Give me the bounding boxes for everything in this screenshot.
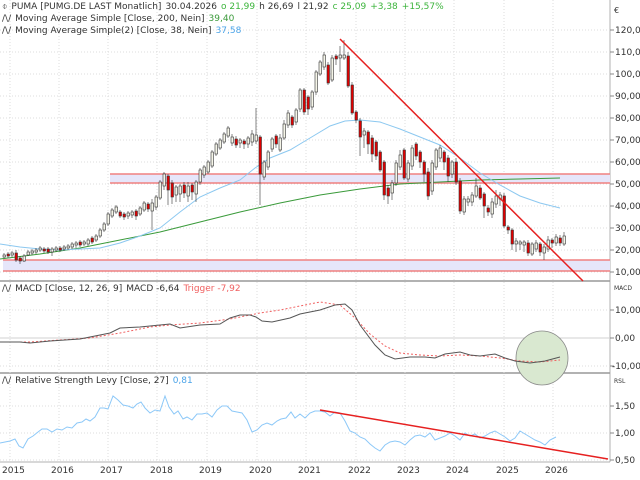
svg-text:10,00: 10,00: [615, 306, 640, 316]
x-tick: 2015: [2, 466, 25, 476]
x-tick: 2023: [397, 466, 420, 476]
rsl-value: 0,81: [172, 376, 193, 386]
price-downtrend-line[interactable]: [339, 38, 584, 282]
open-value: o 21,99: [220, 2, 256, 12]
macd-highlight-circle[interactable]: [515, 330, 569, 386]
ma38-line[interactable]: [0, 119, 561, 251]
price-legend: ⌽ PUMA [PUMG.DE LAST Monatlich] 30.04.2026…: [2, 1, 448, 13]
x-tick: 2020: [249, 466, 272, 476]
svg-text:110,00: 110,00: [615, 48, 640, 58]
indicator-icon: /\/: [2, 376, 12, 386]
svg-text:80,00: 80,00: [615, 114, 640, 124]
ma200-label: Moving Average Simple [Close, 200, Nein]: [15, 14, 205, 24]
x-tick: 2018: [150, 466, 173, 476]
change-pct: +15,57%: [401, 2, 444, 12]
support-zone[interactable]: [3, 259, 610, 272]
x-tick: 2022: [348, 466, 371, 476]
svg-text:30,00: 30,00: [615, 224, 640, 234]
svg-text:RSL: RSL: [614, 378, 626, 385]
x-tick: 2026: [545, 466, 568, 476]
bar-date: 30.04.2026: [165, 2, 217, 12]
rsl-label: Relative Strength Levy [Close, 27]: [15, 376, 169, 386]
indicator-icon: /\/: [2, 14, 12, 24]
ma38-value: 37,58: [215, 26, 242, 36]
svg-text:-10,00: -10,00: [612, 362, 640, 372]
svg-text:60,00: 60,00: [615, 158, 640, 168]
svg-text:0,00: 0,00: [615, 334, 635, 344]
ma200-legend[interactable]: /\/Moving Average Simple [Close, 200, Ne…: [2, 13, 238, 25]
indicator-icon: /\/: [2, 284, 12, 294]
svg-text:10,00: 10,00: [615, 268, 640, 278]
ma200-line[interactable]: [0, 177, 561, 260]
macd-legend[interactable]: /\/MACD [Close, 12, 26, 9] MACD -6,64 Trig…: [2, 283, 245, 295]
close-value: c 25,09: [332, 2, 367, 12]
instrument-title: PUMA [PUMG.DE LAST Monatlich]: [11, 2, 162, 12]
currency-label: €: [614, 6, 620, 15]
high-value: h 26,69: [259, 2, 294, 12]
macd-line[interactable]: [0, 303, 561, 364]
ma38-legend[interactable]: /\/Moving Average Simple(2) [Close, 38, …: [2, 25, 245, 37]
resistance-zone[interactable]: [110, 173, 610, 184]
svg-text:1,50: 1,50: [615, 402, 635, 412]
rsl-downtrend-line[interactable]: [319, 409, 609, 460]
svg-text:50,00: 50,00: [615, 180, 640, 190]
svg-text:0,50: 0,50: [615, 456, 635, 466]
low-value: l 21,92: [297, 2, 329, 12]
ma200-value: 39,40: [208, 14, 235, 24]
x-tick: 2016: [51, 466, 74, 476]
x-tick: 2017: [100, 466, 123, 476]
svg-text:40,00: 40,00: [615, 202, 640, 212]
macd-axis: MACD 10,00 0,00 -10,00: [610, 285, 640, 372]
svg-text:20,00: 20,00: [615, 246, 640, 256]
price-pane: ⌽ PUMA [PUMG.DE LAST Monatlich] 30.04.2026…: [2, 1, 620, 37]
x-tick: 2021: [298, 466, 321, 476]
price-axis: 120,00 110,00 100,00 90,00 80,00 70,00 6…: [610, 26, 640, 278]
pane-frames: [0, 0, 611, 463]
macd-value: MACD -6,64: [126, 284, 180, 294]
rsl-axis: RSL 1,50 1,00 0,50: [610, 378, 635, 466]
x-tick: 2019: [199, 466, 222, 476]
x-tick: 2024: [446, 466, 469, 476]
indicator-icon: /\/: [2, 26, 12, 36]
rsl-line[interactable]: [0, 394, 557, 452]
price-grid: [0, 0, 610, 462]
ma38-label: Moving Average Simple(2) [Close, 38, Nei…: [15, 26, 212, 36]
candlesticks[interactable]: [2, 40, 566, 264]
x-tick: 2025: [496, 466, 519, 476]
rsl-legend[interactable]: /\/Relative Strength Levy [Close, 27] 0,8…: [2, 375, 197, 387]
svg-text:90,00: 90,00: [615, 92, 640, 102]
trigger-value: Trigger -7,92: [183, 284, 241, 294]
svg-text:100,00: 100,00: [615, 70, 640, 80]
svg-text:120,00: 120,00: [615, 26, 640, 36]
macd-label: MACD [Close, 12, 26, 9]: [15, 284, 123, 294]
macd-trigger-line[interactable]: [0, 301, 561, 363]
svg-text:MACD: MACD: [614, 285, 632, 292]
svg-text:70,00: 70,00: [615, 136, 640, 146]
svg-text:1,00: 1,00: [615, 429, 635, 439]
candlestick-icon: ⌽: [2, 2, 8, 12]
change-abs: +3,38: [370, 2, 398, 12]
